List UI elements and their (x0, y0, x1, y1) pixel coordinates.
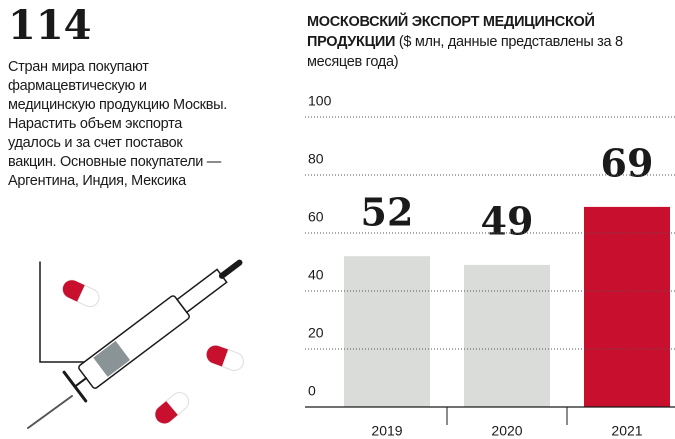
bar (344, 256, 430, 407)
value-label: 69 (601, 140, 654, 185)
y-tick-label: 100 (308, 93, 332, 109)
value-label: 52 (361, 190, 414, 235)
y-tick-label: 80 (308, 151, 324, 167)
y-tick-label: 20 (308, 325, 324, 341)
value-label: 49 (481, 198, 534, 243)
bar (464, 265, 550, 407)
y-tick-label: 40 (308, 267, 324, 283)
x-tick-label: 2019 (371, 423, 402, 439)
y-tick-label: 0 (308, 383, 316, 399)
x-tick-label: 2021 (611, 423, 642, 439)
bar (584, 207, 670, 407)
chart: 52 2019 49 2020 69 2021 0 20 40 60 80 100 (0, 0, 675, 439)
x-tick-label: 2020 (491, 423, 522, 439)
page: 114 Стран мира покупают фармацевтическую… (0, 0, 675, 439)
illustration (28, 248, 250, 428)
y-tick-label: 60 (308, 209, 324, 225)
